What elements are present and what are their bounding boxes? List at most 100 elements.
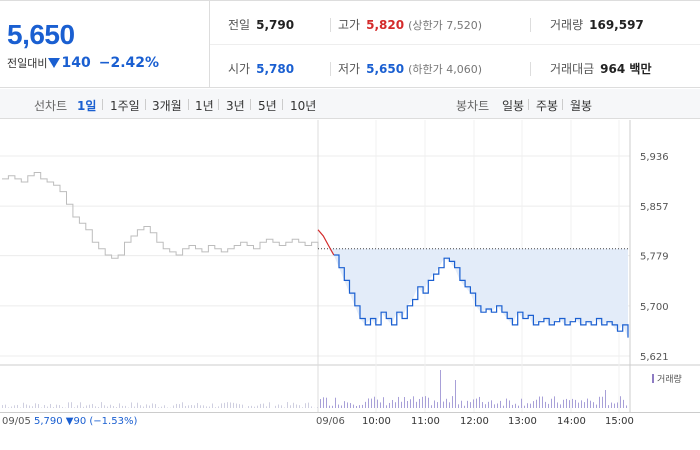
volume-bar <box>404 397 405 408</box>
volume-bar <box>593 402 594 408</box>
volume-bar <box>194 405 195 408</box>
volume-bar <box>2 405 3 408</box>
volume-bar <box>182 402 183 408</box>
volume-bar <box>248 406 249 408</box>
volume-bar <box>485 404 486 408</box>
volume-bar <box>521 398 522 408</box>
today-up-line <box>317 229 335 256</box>
volume-bar <box>200 405 201 408</box>
candle-weekly[interactable]: 주봉 <box>536 99 559 113</box>
volume-bar <box>347 402 348 408</box>
volume-bar <box>479 396 480 408</box>
period-3m[interactable]: 3개월 <box>152 99 182 113</box>
volume-value: 169,597 <box>589 18 644 32</box>
divider <box>145 99 146 110</box>
volume-bar <box>323 397 324 408</box>
volume-bar <box>530 403 531 408</box>
volume-bar <box>311 406 312 408</box>
volume-bar <box>428 397 429 408</box>
volume-bar <box>365 401 366 408</box>
x-tick-label: 09/06 <box>316 416 345 427</box>
volume-bar <box>14 405 15 408</box>
upper-limit: (상한가 7,520) <box>408 19 482 32</box>
volume-bar <box>218 406 219 408</box>
volume-bar <box>209 406 210 408</box>
volume-bar <box>251 405 252 408</box>
volume-bar <box>509 400 510 408</box>
volume-bar <box>455 380 456 408</box>
volume-bar <box>5 404 6 408</box>
line-chart-label: 선차트 <box>34 99 68 113</box>
volume-bar <box>431 405 432 408</box>
volume-bar <box>536 399 537 408</box>
volume-bar <box>212 403 213 408</box>
lower-limit: (하한가 4,060) <box>408 63 482 76</box>
volume-bar <box>236 403 237 408</box>
volume-bar <box>224 402 225 408</box>
volume-bar <box>281 405 282 408</box>
period-bar: 선차트 1일 1주일 3개월 1년 3년 5년 10년 봉차트 일봉 주봉 월봉 <box>0 89 700 119</box>
volume-bar <box>302 407 303 408</box>
volume-bar <box>335 397 336 408</box>
volume-bar <box>110 404 111 408</box>
volume-bar <box>500 400 501 408</box>
volume-bar <box>56 404 57 408</box>
candle-chart-label: 봉차트 <box>456 99 490 113</box>
trade-value-amount: 964 백만 <box>600 62 652 76</box>
x-tick-label: 13:00 <box>508 416 537 427</box>
volume-bar <box>332 405 333 408</box>
volume-bar <box>62 406 63 408</box>
volume-bar <box>473 399 474 408</box>
volume-bar <box>164 405 165 408</box>
volume-bar <box>596 404 597 408</box>
volume-bar <box>548 403 549 408</box>
x-tick-label: 12:00 <box>460 416 489 427</box>
volume-bar <box>11 406 12 408</box>
volume-bar <box>275 405 276 408</box>
period-3y[interactable]: 3년 <box>226 99 245 113</box>
volume-bar <box>134 406 135 408</box>
volume-bar <box>515 403 516 408</box>
volume-bar <box>581 400 582 408</box>
volume-bar <box>575 399 576 408</box>
price-box: 5,650 전일대비 140 −2.42% <box>0 1 210 88</box>
volume-bar <box>452 396 453 408</box>
volume-bar <box>590 400 591 408</box>
volume-bar <box>167 407 168 408</box>
volume-bar <box>284 407 285 408</box>
volume-bar <box>497 403 498 408</box>
volume-bar <box>566 398 567 408</box>
period-1d[interactable]: 1일 <box>77 99 97 113</box>
volume-bar <box>206 406 207 408</box>
chart-footer: 09/05 5,790 ▼90 (−1.53%) 09/06 10:00 11:00 12… <box>0 412 700 450</box>
volume-bar <box>494 404 495 408</box>
volume-bar <box>341 405 342 408</box>
volume-bar <box>17 404 18 408</box>
volume-bar <box>374 396 375 408</box>
volume-bar <box>158 407 159 408</box>
volume-bar <box>77 405 78 408</box>
x-tick-label: 14:00 <box>557 416 586 427</box>
volume-bar <box>605 390 606 408</box>
volume-bar <box>470 402 471 408</box>
period-1w[interactable]: 1주일 <box>110 99 140 113</box>
candle-daily[interactable]: 일봉 <box>502 99 525 113</box>
volume-bar <box>116 407 117 408</box>
candle-monthly[interactable]: 월봉 <box>570 99 593 113</box>
volume-bar <box>518 405 519 408</box>
volume-bar <box>74 407 75 408</box>
period-1y[interactable]: 1년 <box>195 99 214 113</box>
volume-bar <box>101 402 102 408</box>
open-value: 5,780 <box>256 62 295 76</box>
volume-bar <box>395 402 396 408</box>
low-value: 5,650 <box>366 62 405 76</box>
volume-bar <box>143 406 144 408</box>
volume-bar <box>59 405 60 408</box>
divider <box>330 18 331 32</box>
period-10y[interactable]: 10년 <box>290 99 317 113</box>
volume-bar <box>290 405 291 408</box>
period-5y[interactable]: 5년 <box>258 99 277 113</box>
volume-bar <box>425 396 426 408</box>
volume-bar <box>467 400 468 408</box>
volume-bar <box>407 401 408 408</box>
